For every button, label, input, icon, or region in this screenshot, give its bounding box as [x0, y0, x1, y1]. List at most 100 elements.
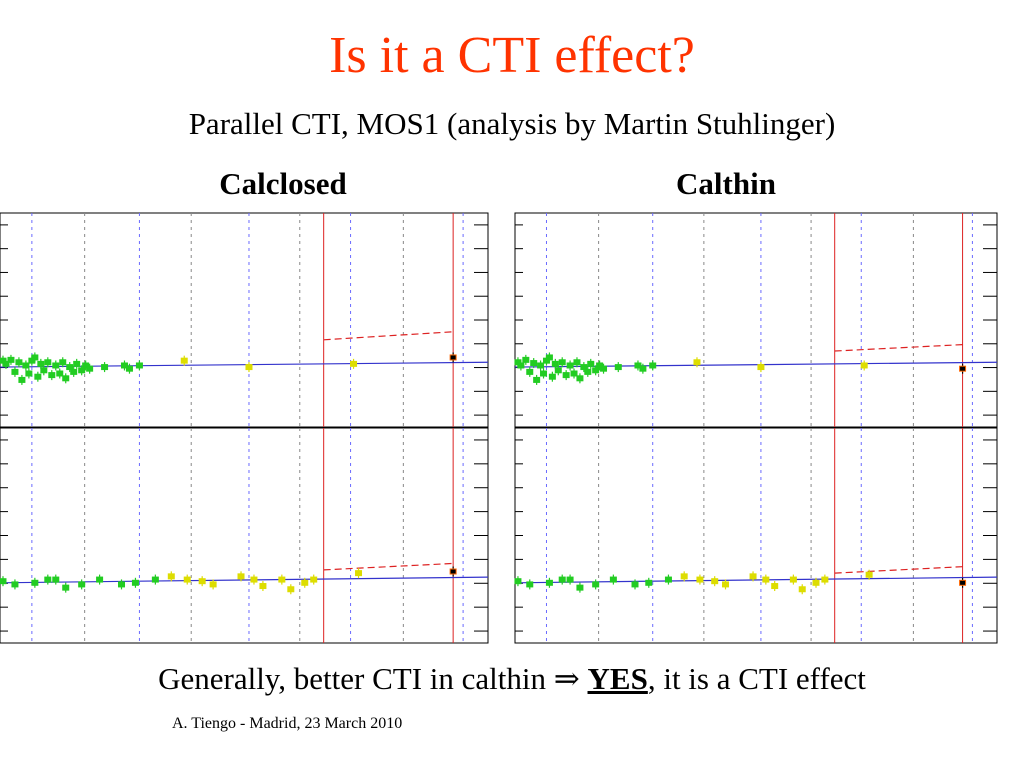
data-point [37, 360, 45, 367]
conclusion-post: , it is a CTI effect [647, 661, 866, 696]
data-point [25, 370, 33, 377]
data-point [554, 367, 562, 374]
data-point [237, 573, 245, 580]
data-point [576, 584, 584, 591]
slide-title: Is it a CTI effect? [329, 27, 695, 84]
data-point [62, 375, 70, 382]
data-point [18, 376, 26, 383]
data-point [7, 356, 15, 363]
data-point [596, 362, 604, 369]
data-point [56, 370, 64, 377]
data-point [52, 362, 60, 369]
data-point [959, 579, 967, 586]
data-point [860, 362, 868, 369]
data-point [250, 576, 258, 583]
data-point [540, 370, 548, 377]
plot-frame [0, 212, 489, 428]
calclosed-label: Calclosed [219, 166, 347, 201]
data-point [680, 573, 688, 580]
implies-arrow: ⇒ [553, 661, 580, 696]
data-point [537, 362, 545, 369]
data-point [78, 581, 86, 588]
data-point [526, 368, 534, 375]
data-point [52, 576, 60, 583]
data-point [649, 362, 657, 369]
data-point [812, 579, 820, 586]
plot-frame [514, 427, 998, 644]
data-point [73, 360, 81, 367]
data-point [44, 576, 52, 583]
data-point [711, 578, 719, 585]
data-point [609, 576, 617, 583]
data-point [545, 354, 553, 361]
data-point [526, 581, 534, 588]
data-point [66, 364, 74, 371]
data-point [789, 576, 797, 583]
data-point [40, 367, 48, 374]
data-point [533, 376, 541, 383]
panel-lower [0, 427, 489, 644]
data-point [287, 586, 295, 593]
data-point [645, 579, 653, 586]
data-point [821, 576, 829, 583]
data-point [350, 360, 358, 367]
data-point [278, 576, 286, 583]
data-point [355, 570, 363, 577]
slide-subtitle: Parallel CTI, MOS1 (analysis by Martin S… [188, 106, 836, 141]
data-point [566, 362, 574, 369]
panel-lower [514, 427, 998, 644]
panel-upper [0, 212, 489, 428]
data-point [551, 360, 559, 367]
data-point [959, 365, 967, 372]
plot-frame [0, 427, 489, 644]
data-point [545, 579, 553, 586]
data-point [101, 364, 109, 371]
data-point [639, 365, 647, 372]
data-point [592, 367, 600, 374]
data-point [34, 373, 42, 380]
data-point [562, 372, 570, 379]
data-point [566, 576, 574, 583]
data-point [762, 576, 770, 583]
data-point [558, 359, 566, 366]
late-epoch-fit [323, 562, 454, 571]
data-point [125, 365, 133, 372]
data-point [449, 568, 457, 575]
data-point [548, 373, 556, 380]
data-point [570, 370, 578, 377]
conclusion-yes: YES [587, 661, 648, 696]
data-point [573, 359, 581, 366]
data-point [580, 364, 588, 371]
footer-credit: A. Tiengo - Madrid, 23 March 2010 [172, 715, 403, 732]
data-point [664, 576, 672, 583]
data-point [310, 576, 318, 583]
data-point [614, 364, 622, 371]
data-point [31, 579, 39, 586]
data-point [198, 578, 206, 585]
data-point [183, 576, 191, 583]
data-point [514, 578, 522, 585]
data-point [15, 359, 23, 366]
data-point [11, 368, 19, 375]
data-point [749, 573, 757, 580]
late-epoch-fit [834, 566, 963, 574]
data-point [11, 581, 19, 588]
plot-frame [514, 212, 998, 428]
data-point [96, 576, 104, 583]
data-point [600, 365, 608, 372]
data-point [558, 576, 566, 583]
data-point [696, 576, 704, 583]
data-point [167, 573, 175, 580]
data-point [151, 576, 159, 583]
data-point [587, 360, 595, 367]
calclosed-chart [0, 212, 489, 644]
data-point [62, 584, 70, 591]
data-point [245, 364, 253, 371]
data-point [82, 362, 90, 369]
data-point [584, 368, 592, 375]
late-epoch-fit [323, 331, 454, 341]
data-point [449, 354, 457, 361]
data-point [78, 367, 86, 374]
data-point [798, 586, 806, 593]
data-point [70, 368, 78, 375]
